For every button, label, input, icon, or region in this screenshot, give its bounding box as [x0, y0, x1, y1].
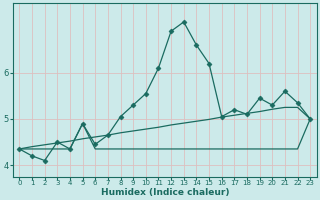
X-axis label: Humidex (Indice chaleur): Humidex (Indice chaleur) [100, 188, 229, 197]
